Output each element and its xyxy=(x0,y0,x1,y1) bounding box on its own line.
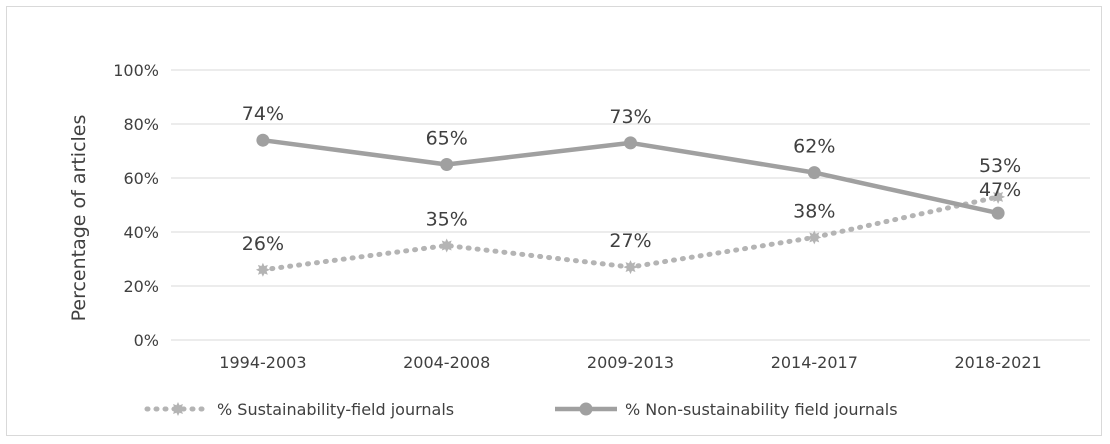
y-tick-label: 60% xyxy=(123,169,159,188)
y-axis-tick-labels: 0% 20% 40% 60% 80% 100% xyxy=(113,61,159,350)
gridlines xyxy=(171,69,1090,341)
x-tick-label: 2018-2021 xyxy=(954,353,1041,372)
data-label: 65% xyxy=(426,128,468,150)
data-label: 35% xyxy=(426,209,468,231)
series-group xyxy=(255,133,1006,277)
y-tick-label: 0% xyxy=(134,331,159,350)
data-labels: 26% 35% 27% 38% 53% 74% 65% 73% 62% 47% xyxy=(242,103,1021,255)
x-tick-label: 2014-2017 xyxy=(771,353,858,372)
legend-label: % Sustainability-field journals xyxy=(217,400,454,419)
legend-swatch-marker xyxy=(579,402,593,416)
y-tick-label: 40% xyxy=(123,223,159,242)
legend-item-non-sustainability: % Non-sustainability field journals xyxy=(555,400,898,419)
data-label: 62% xyxy=(793,136,835,158)
data-label: 74% xyxy=(242,103,284,125)
data-label: 47% xyxy=(979,179,1021,201)
x-tick-label: 2009-2013 xyxy=(587,353,674,372)
series-sustainability xyxy=(255,189,1006,277)
y-tick-label: 20% xyxy=(123,277,159,296)
data-label: 73% xyxy=(609,106,651,128)
x-axis-tick-labels: 1994-2003 2004-2008 2009-2013 2014-2017 2018… xyxy=(219,353,1041,372)
data-label: 26% xyxy=(242,233,284,255)
x-tick-label: 1994-2003 xyxy=(219,353,306,372)
x-tick-label: 2004-2008 xyxy=(403,353,490,372)
legend-swatch-marker xyxy=(171,402,185,416)
data-point xyxy=(807,230,822,245)
data-point xyxy=(624,136,637,150)
data-label: 38% xyxy=(793,200,835,222)
data-point xyxy=(991,206,1005,220)
data-point xyxy=(256,133,270,147)
data-point xyxy=(807,166,821,180)
legend: % Sustainability-field journals % Non-sus… xyxy=(144,400,898,419)
data-point xyxy=(991,189,1006,204)
line-chart: 0% 20% 40% 60% 80% 100% 1994-2003 2004-2008 200… xyxy=(68,61,1090,419)
y-axis-title: Percentage of articles xyxy=(68,115,90,322)
legend-label: % Non-sustainability field journals xyxy=(625,400,898,419)
series-non-sustainability xyxy=(256,133,1005,220)
data-label: 53% xyxy=(979,155,1021,177)
y-tick-label: 80% xyxy=(123,115,159,134)
series-line xyxy=(260,137,1001,216)
data-point xyxy=(440,158,454,171)
data-label: 27% xyxy=(609,230,651,252)
data-point xyxy=(255,262,270,277)
chart-frame: 0% 20% 40% 60% 80% 100% 1994-2003 2004-2008 200… xyxy=(6,6,1102,436)
y-tick-label: 100% xyxy=(113,61,159,80)
legend-item-sustainability: % Sustainability-field journals xyxy=(144,400,454,419)
data-point xyxy=(439,238,454,253)
data-point xyxy=(623,260,638,275)
